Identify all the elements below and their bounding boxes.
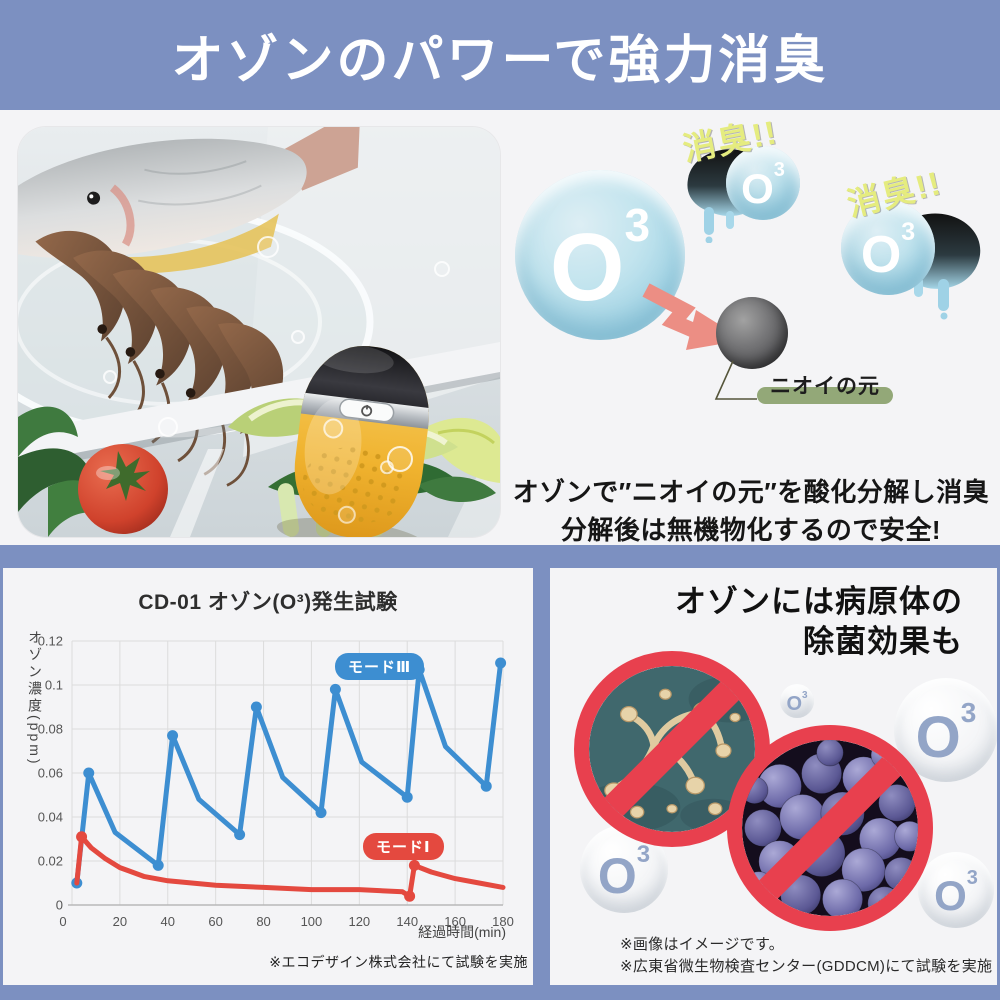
svg-text:0.04: 0.04 [38, 810, 63, 825]
pathogen-title: オゾンには病原体の 除菌効果も [675, 582, 963, 662]
svg-text:0.02: 0.02 [38, 854, 63, 869]
chart-footnote: ※エコデザイン株式会社にて試験を実施 [269, 954, 528, 970]
pathogen-title-line2: 除菌効果も [803, 624, 963, 659]
chart-title: CD-01 オゾン(O³)発生試験 [138, 591, 398, 614]
svg-text:160: 160 [444, 914, 466, 929]
svg-text:40: 40 [161, 914, 175, 929]
svg-text:0.06: 0.06 [38, 766, 63, 781]
svg-text:60: 60 [208, 914, 222, 929]
ozone-test-chart-panel: CD-01 オゾン(O³)発生試験 0 20 40 60 80 100 120 140 160 1… [3, 568, 533, 985]
fridge-photo [18, 127, 500, 537]
svg-text:0.1: 0.1 [45, 678, 63, 693]
caption-line2: 分解後は無機物化するので安全! [560, 515, 942, 545]
odor-source-label: ニオイの元 [770, 375, 880, 398]
power-icon [361, 404, 373, 417]
svg-text:80: 80 [256, 914, 270, 929]
pathogen-note1: ※画像はイメージです。 [620, 936, 785, 953]
device-power-button [339, 398, 395, 423]
pathogen-title-line1: オゾンには病原体の [675, 584, 963, 619]
odor-source-sphere [716, 297, 788, 369]
pathogen-note2: ※広東省微生物検査センター(GDDCM)にて試験を実施 [620, 958, 993, 975]
svg-text:0.08: 0.08 [38, 722, 63, 737]
prohibited-bacteria-circle [727, 725, 933, 931]
label-leader-line [714, 360, 757, 400]
legend-mode1-badge: モードⅠ [363, 833, 444, 860]
chart-x-axis-label: 経過時間(min) [418, 924, 506, 940]
svg-text:140: 140 [396, 914, 418, 929]
svg-text:180: 180 [492, 914, 514, 929]
svg-text:120: 120 [348, 914, 370, 929]
svg-text:0: 0 [56, 898, 63, 913]
svg-text:0.12: 0.12 [38, 634, 63, 649]
legend-mode3-badge: モードⅢ [335, 653, 425, 680]
svg-text:0: 0 [59, 914, 66, 929]
bubble-sparkles [103, 236, 450, 472]
chart-y-axis-label: オゾン濃度(ppm) [27, 630, 43, 767]
caption-line1: オゾンで″ニオイの元″を酸化分解し消臭 [512, 477, 990, 507]
banner: オゾンのパワーで強力消臭 [0, 0, 1000, 110]
bottom-section: CD-01 オゾン(O³)発生試験 0 20 40 60 80 100 120 140 160 1… [0, 545, 1000, 1000]
odor-source-label-pill [757, 387, 893, 404]
pathogen-notes: ※画像はイメージです。 ※広東省微生物検査センター(GDDCM)にて試験を実施 [620, 934, 992, 978]
ozone-chart: 0 20 40 60 80 100 120 140 160 180 0 0.02 0.04 0.06 0.0… [38, 634, 514, 930]
fridge-photo-illustration [18, 127, 500, 537]
svg-text:100: 100 [301, 914, 323, 929]
intro-caption: オゾンで″ニオイの元″を酸化分解し消臭 分解後は無機物化するので安全! [505, 473, 997, 549]
svg-text:20: 20 [113, 914, 127, 929]
banner-title: オゾンのパワーで強力消臭 [171, 31, 829, 90]
